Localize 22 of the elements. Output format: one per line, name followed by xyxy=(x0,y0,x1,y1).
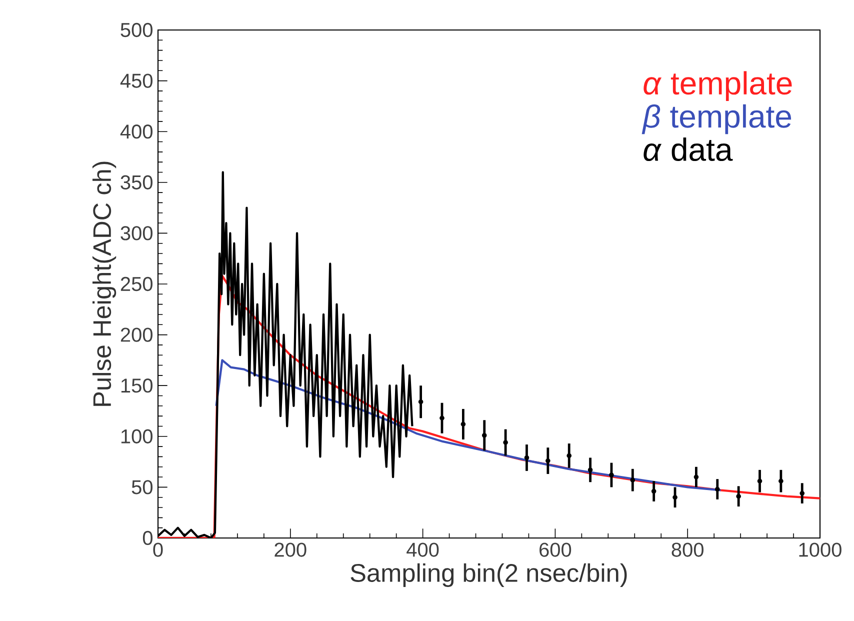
text: β template xyxy=(642,104,792,134)
y-tick-label: 150 xyxy=(121,378,152,393)
y-tick-label: 50 xyxy=(132,480,152,494)
y-tick-label: 400 xyxy=(120,124,152,139)
y-tick-label: 100 xyxy=(121,429,152,444)
x-tick-label: 0 xyxy=(153,542,163,557)
x-tick-label: 1000 xyxy=(799,542,842,557)
x-tick-label: 400 xyxy=(406,542,439,557)
y-tick-label: 500 xyxy=(120,22,152,38)
x-tick-label: 800 xyxy=(672,542,704,557)
y-tick-label: 300 xyxy=(120,226,152,240)
y-tick-label: 200 xyxy=(120,328,152,342)
x-axis-title: Sampling bin(2 nsec/bin) xyxy=(350,563,627,587)
y-tick-label: 0 xyxy=(142,530,152,546)
text: α template xyxy=(644,71,792,101)
y-tick-label: 450 xyxy=(120,74,152,88)
y-tick-label: 350 xyxy=(120,175,152,190)
y-tick-label: 250 xyxy=(120,276,152,292)
x-tick-label: 200 xyxy=(274,542,306,557)
text: α data xyxy=(644,138,733,162)
x-tick-label: 600 xyxy=(540,542,572,557)
y-axis-title: Pulse Height(ADC ch) xyxy=(92,162,116,406)
